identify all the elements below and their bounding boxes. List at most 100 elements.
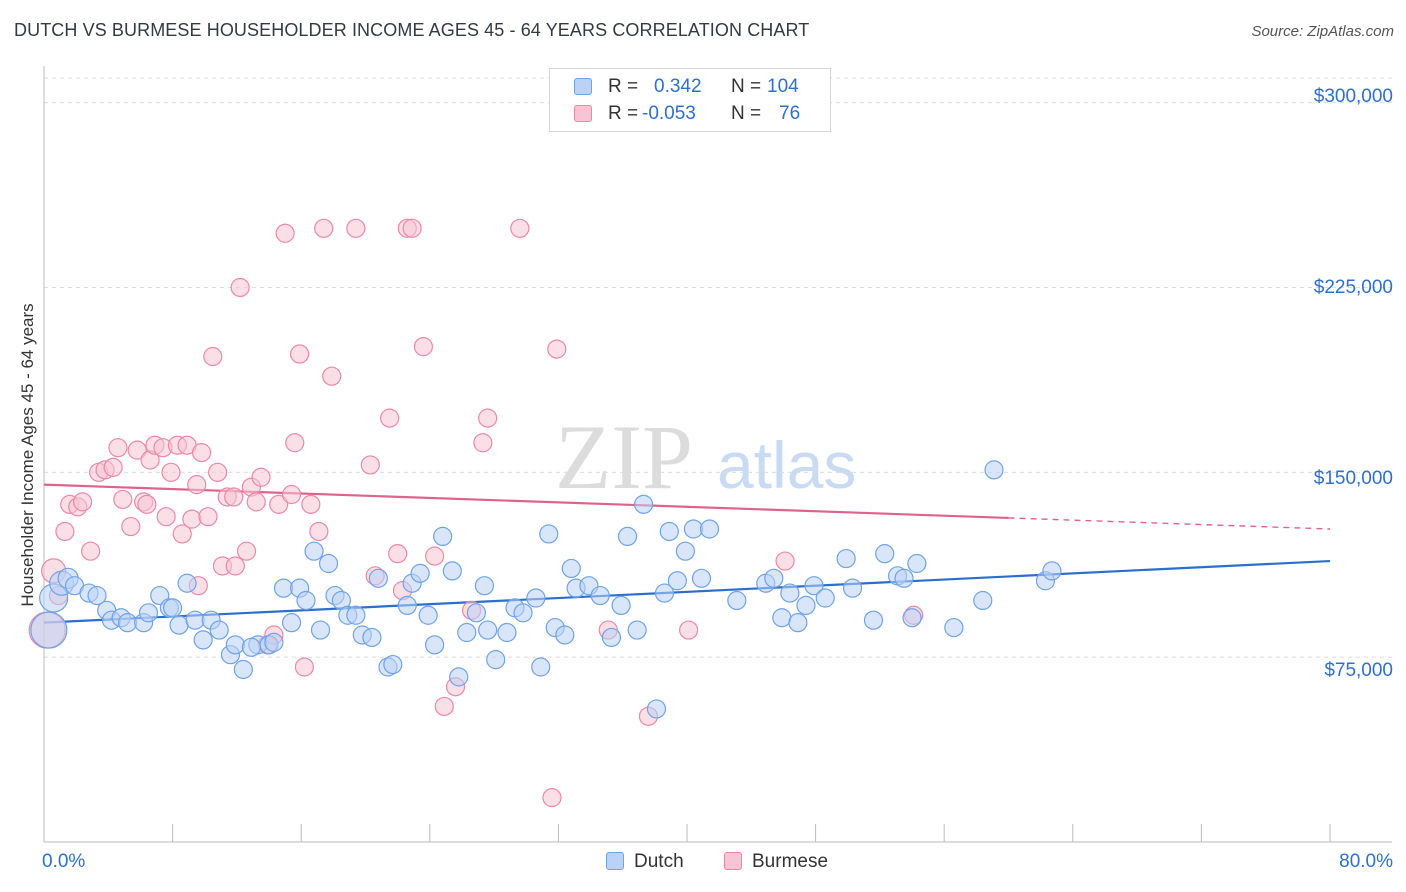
trend-lines [43, 483, 1331, 624]
dutch-point [617, 526, 638, 547]
dutch-point [907, 553, 927, 574]
dutch-point [984, 460, 1004, 480]
burmese-point [510, 218, 530, 238]
burmese-point [225, 556, 245, 576]
burmese-point [322, 366, 342, 386]
burmese-point [289, 344, 310, 364]
dutch-point [233, 659, 253, 680]
dutch-point [418, 605, 438, 625]
burmese-point [542, 788, 562, 808]
dutch-point [193, 630, 213, 650]
dutch-point [30, 611, 68, 649]
n-value: 104 [767, 76, 799, 97]
n-value: 76 [779, 103, 801, 124]
dutch-point [346, 605, 366, 625]
dutch-point [836, 548, 856, 569]
dutch-point [169, 615, 189, 635]
dutch-point [611, 595, 631, 616]
dutch-point [442, 561, 462, 581]
watermark-zip: ZIP [555, 406, 693, 508]
dutch-point [627, 620, 647, 640]
burmese-points [28, 218, 924, 808]
legend-item-burmese[interactable]: Burmese [724, 851, 828, 873]
dutch-point [691, 568, 712, 588]
burmese-point [380, 408, 400, 428]
burmese-point [55, 521, 75, 542]
dutch-point [764, 568, 784, 588]
dutch-point [555, 625, 575, 645]
r-value: 0.342 [654, 76, 702, 97]
dutch-point [902, 608, 922, 628]
dutch-points [30, 460, 1062, 719]
dutch-point [561, 558, 581, 579]
trend-line-dutch [43, 559, 1331, 624]
x-tick-label-min: 0.0% [42, 851, 86, 872]
burmese-point [121, 516, 141, 537]
burmese-point [301, 494, 321, 514]
dutch-point [362, 627, 382, 648]
burmese-point [275, 223, 295, 243]
dutch-point [281, 613, 302, 633]
dutch-point [397, 595, 417, 616]
dutch-point [531, 657, 551, 677]
burmese-point [236, 541, 257, 561]
dutch-point [466, 603, 487, 623]
dutch-point [457, 622, 477, 643]
x-tick-label-max: 80.0% [1339, 851, 1393, 872]
dutch-point [772, 608, 792, 628]
burmese-point [269, 494, 289, 514]
dutch-point [310, 620, 331, 640]
dutch-point [944, 617, 964, 638]
dutch-point [497, 622, 517, 643]
dutch-point [185, 610, 205, 630]
burmese-point [72, 492, 93, 512]
dutch-point [788, 613, 808, 633]
y-tick-label: $150,000 [1313, 468, 1393, 489]
trend-line-extension-burmese [1008, 517, 1331, 530]
dutch-point [815, 588, 835, 608]
dutch-point [973, 590, 993, 611]
n-label: N = [731, 76, 762, 97]
dutch-point [296, 590, 316, 611]
burmese-point [127, 440, 147, 460]
dutch-point [539, 524, 559, 544]
dutch-point [486, 650, 506, 670]
burmese-point [251, 467, 271, 487]
dutch-swatch [574, 78, 592, 95]
dutch-point [513, 603, 533, 623]
dutch-point [273, 578, 294, 598]
dutch-point [410, 563, 430, 583]
dutch-point [654, 583, 675, 603]
burmese-point [161, 462, 181, 482]
burmese-point [208, 462, 228, 482]
burmese-point [285, 433, 305, 453]
burmese-point [230, 277, 250, 298]
dutch-point [474, 576, 495, 596]
dutch-point [796, 595, 816, 616]
legend-label-burmese: Burmese [752, 851, 829, 872]
dutch-point [863, 610, 884, 630]
dutch-point [526, 588, 546, 608]
burmese-point [388, 544, 408, 564]
dutch-point [368, 568, 388, 588]
dutch-point [1042, 561, 1062, 581]
dutch-point [699, 519, 720, 539]
r-label: R = [608, 76, 639, 97]
dutch-point [304, 541, 324, 561]
dutch-legend-swatch [606, 852, 624, 870]
burmese-point [478, 408, 498, 428]
dutch-point [433, 526, 453, 547]
dutch-point [842, 578, 863, 598]
gridlines [44, 77, 1392, 658]
dutch-point [318, 553, 339, 574]
burmese-point [103, 457, 123, 477]
burmese-point [156, 507, 176, 527]
legend-label-dutch: Dutch [634, 851, 684, 872]
legend-item-dutch[interactable]: Dutch [606, 851, 684, 873]
burmese-point [314, 218, 334, 238]
burmese-point [402, 218, 422, 238]
dutch-point [264, 632, 284, 652]
burmese-point [191, 443, 212, 463]
burmese-point [182, 509, 202, 529]
dutch-point [667, 571, 687, 591]
